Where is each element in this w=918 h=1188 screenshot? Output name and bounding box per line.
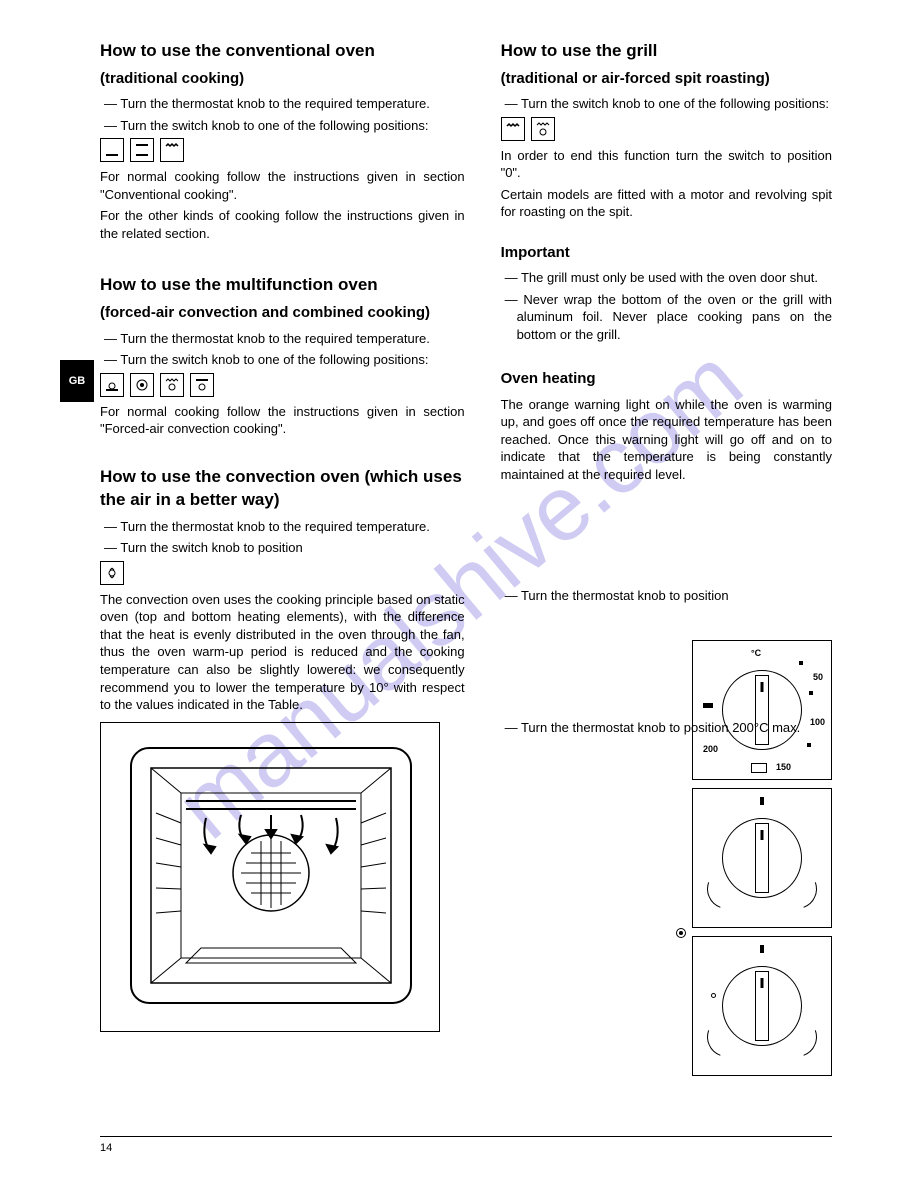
grill-note: Certain models are fitted with a motor a… <box>501 186 832 221</box>
heating-p: The orange warning light on while the ov… <box>501 396 832 484</box>
page-number: 14 <box>100 1142 112 1154</box>
section1-title-b: (traditional cooking) <box>100 69 465 89</box>
section1-p4: For the other kinds of cooking follow th… <box>100 207 465 242</box>
section3-icons <box>100 561 465 585</box>
top-bottom-heat-icon <box>130 138 154 162</box>
fan-icon-1 <box>100 373 124 397</box>
gap-p1: — Turn the thermostat knob to position <box>501 587 832 605</box>
warn-p2: — Never wrap the bottom of the oven or t… <box>501 291 832 344</box>
gap-p2: — Turn the thermostat knob to position 2… <box>501 719 832 737</box>
warn-p1: — The grill must only be used with the o… <box>501 269 832 287</box>
heating-title: Oven heating <box>501 369 832 389</box>
section2-title-a: How to use the multifunction oven <box>100 274 465 297</box>
convection-icon <box>100 561 124 585</box>
section2-icons <box>100 373 465 397</box>
section1-p2: — Turn the switch knob to one of the fol… <box>100 117 465 135</box>
fan-icon-2 <box>130 373 154 397</box>
section3-p3: The convection oven uses the cooking pri… <box>100 591 465 714</box>
grill-p1: — Turn the switch knob to one of the fol… <box>501 95 832 113</box>
grill-p2: In order to end this function turn the s… <box>501 147 832 182</box>
fan-grill-icon-2 <box>531 117 555 141</box>
oven-diagram <box>100 722 440 1032</box>
grill-title-b: (traditional or air-forced spit roasting… <box>501 69 832 89</box>
section1-icons <box>100 138 465 162</box>
section2-title-b: (forced-air convection and combined cook… <box>100 303 465 323</box>
section3-title: How to use the convection oven (which us… <box>100 466 465 512</box>
fan-grill-icon <box>160 373 184 397</box>
fan-top-icon <box>190 373 214 397</box>
bottom-heat-icon <box>100 138 124 162</box>
section2-p1: — Turn the thermostat knob to the requir… <box>100 330 465 348</box>
section1-p1: — Turn the thermostat knob to the requir… <box>100 95 465 113</box>
section2-p3: For normal cooking follow the instructio… <box>100 403 465 438</box>
section3-p1: — Turn the thermostat knob to the requir… <box>100 518 465 536</box>
section2-p2: — Turn the switch knob to one of the fol… <box>100 351 465 369</box>
important-title: Important <box>501 243 832 263</box>
section3-p2: — Turn the switch knob to position <box>100 539 465 557</box>
grill-icon <box>160 138 184 162</box>
page-content: How to use the conventional oven (tradit… <box>0 0 918 1062</box>
grill-title-a: How to use the grill <box>501 40 832 63</box>
grill-icons <box>501 117 832 141</box>
grill-only-icon <box>501 117 525 141</box>
section1-p3: For normal cooking follow the instructio… <box>100 168 465 203</box>
section1-title-a: How to use the conventional oven <box>100 40 465 63</box>
page-footer: 14 <box>100 1136 832 1156</box>
